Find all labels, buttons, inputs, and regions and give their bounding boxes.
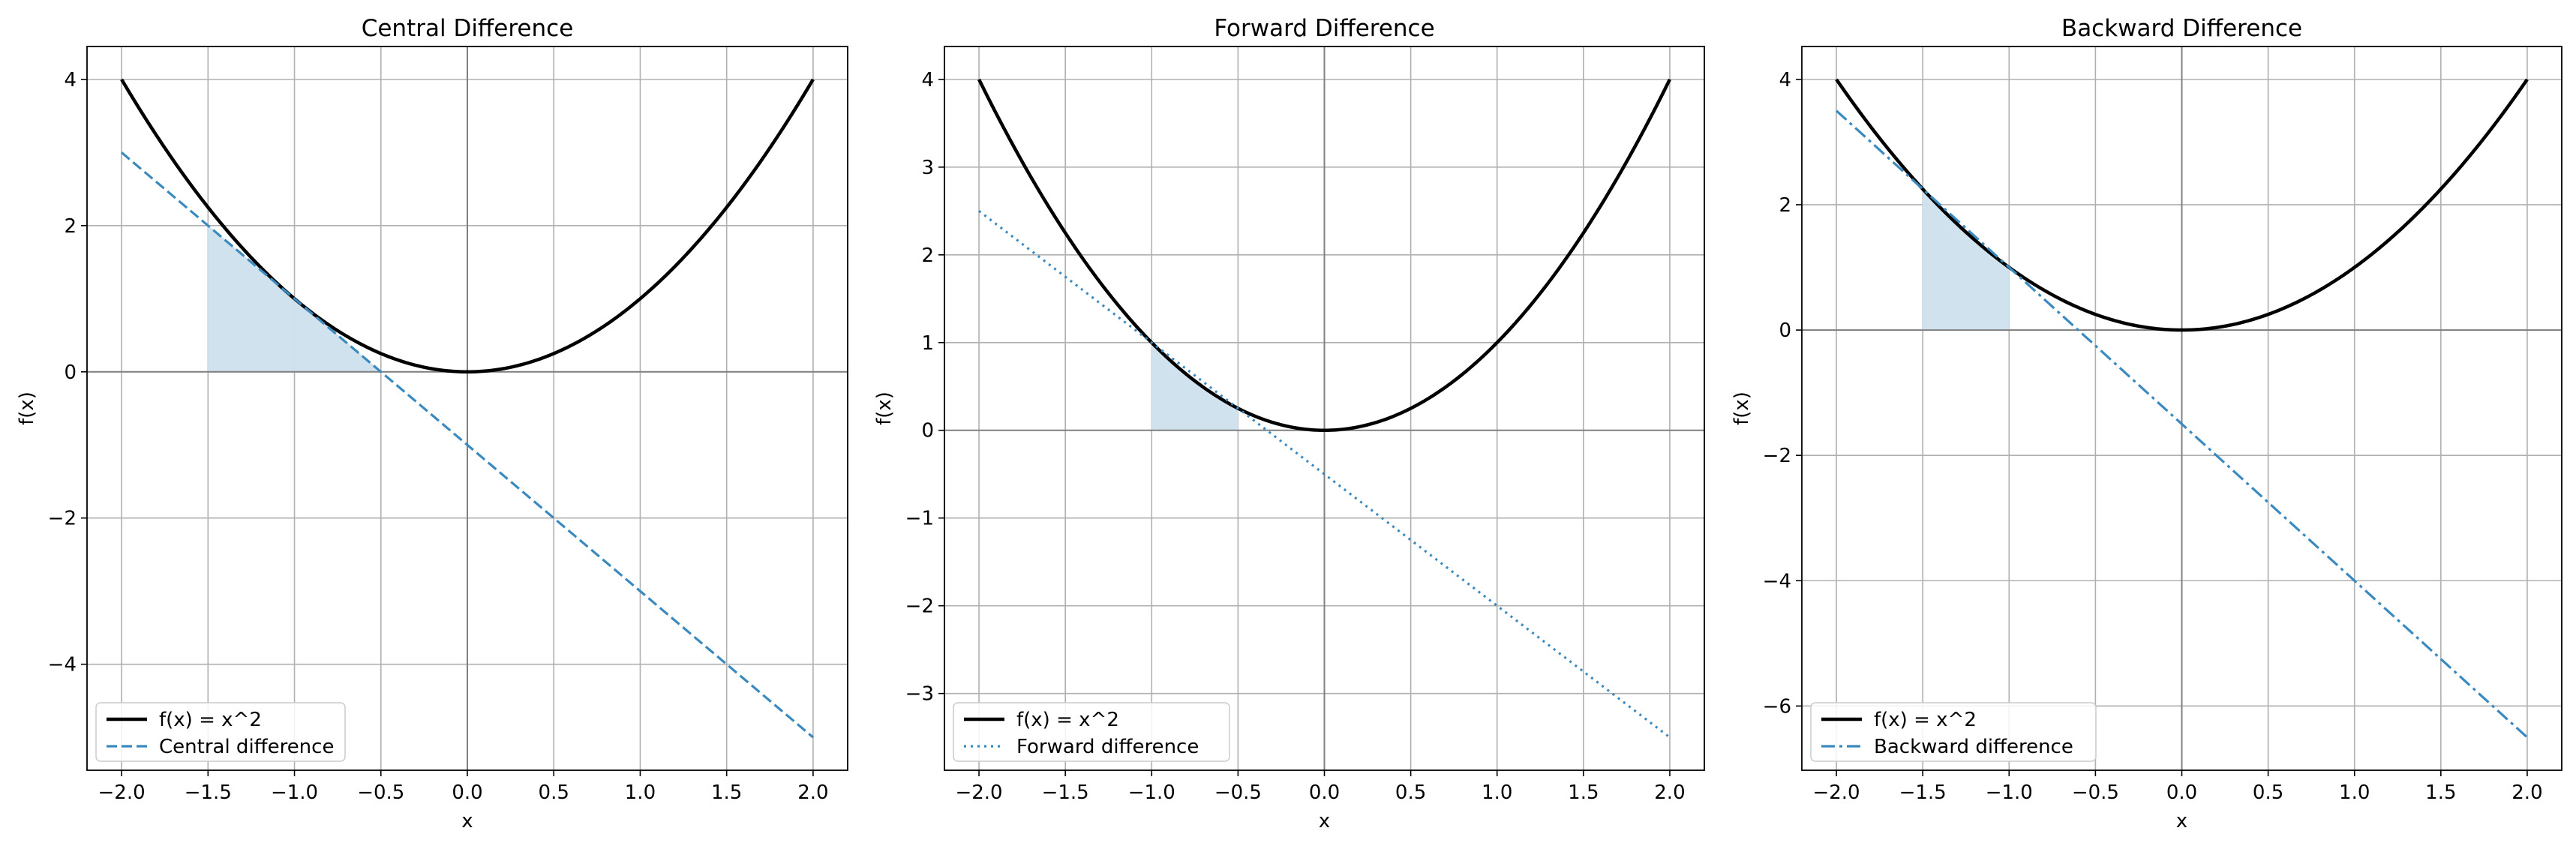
legend-label-approximation: Backward difference xyxy=(1874,736,2073,758)
y-tick-label-1: −2 xyxy=(905,596,934,618)
legend-box xyxy=(1810,702,2097,762)
x-tick-label-8: 2.0 xyxy=(1654,782,1685,804)
y-axis-label: f(x) xyxy=(1731,392,1753,425)
x-tick-label-0: −2.0 xyxy=(98,782,146,804)
x-tick-label-4: 0.0 xyxy=(452,782,482,804)
y-tick-label-1: −2 xyxy=(48,508,77,530)
legend-box xyxy=(953,702,1230,762)
y-tick-label-5: 2 xyxy=(921,244,934,267)
y-tick-label-3: 0 xyxy=(921,420,934,442)
x-tick-label-1: −1.5 xyxy=(185,782,232,804)
y-tick-label-6: 3 xyxy=(921,157,934,179)
x-tick-label-7: 1.5 xyxy=(711,782,742,804)
x-axis-label: x xyxy=(1319,810,1330,832)
y-tick-label-3: 0 xyxy=(1779,320,1791,342)
y-tick-label-2: −1 xyxy=(905,508,934,530)
chart-panel-2: −2.0 −1.5 −1.0 −0.5 0.0 0.5 1.0 1.5 2.0 −3 −2 −1 0 1 2… xyxy=(873,15,1705,832)
x-axis-label: x xyxy=(461,810,473,832)
x-tick-label-0: −2.0 xyxy=(1812,782,1860,804)
x-tick-label-5: 0.5 xyxy=(539,782,569,804)
x-tick-label-8: 2.0 xyxy=(2511,782,2542,804)
x-tick-label-7: 1.5 xyxy=(1568,782,1599,804)
y-tick-label-7: 4 xyxy=(921,69,934,92)
x-tick-label-4: 0.0 xyxy=(2166,782,2197,804)
legend-label-curve: f(x) = x^2 xyxy=(1874,709,1977,731)
y-tick-label-5: 4 xyxy=(1779,69,1791,92)
x-axis-label: x xyxy=(2176,810,2187,832)
x-tick-label-8: 2.0 xyxy=(797,782,828,804)
x-tick-label-1: −1.5 xyxy=(1899,782,1947,804)
x-tick-label-3: −0.5 xyxy=(357,782,404,804)
y-axis-label: f(x) xyxy=(16,392,38,425)
legend: f(x) = x^2 Backward difference xyxy=(1810,702,2097,762)
y-tick-label-2: −2 xyxy=(1763,445,1791,467)
x-tick-label-7: 1.5 xyxy=(2425,782,2456,804)
x-tick-label-1: −1.5 xyxy=(1042,782,1089,804)
y-tick-label-3: 2 xyxy=(64,215,77,238)
x-tick-label-5: 0.5 xyxy=(1395,782,1426,804)
chart-panel-3: −2.0 −1.5 −1.0 −0.5 0.0 0.5 1.0 1.5 2.0 −6 −4 −2 0 2 4… xyxy=(1731,15,2562,832)
series-line-curve xyxy=(1835,78,2529,332)
y-axis-label: f(x) xyxy=(873,392,896,425)
panel-title: Forward Difference xyxy=(1214,15,1434,42)
chart-panel-1: −2.0 −1.5 −1.0 −0.5 0.0 0.5 1.0 1.5 2.0 −4 −2 0 2 4 Ce… xyxy=(16,15,848,832)
x-tick-label-6: 1.0 xyxy=(625,782,656,804)
legend: f(x) = x^2 Forward difference xyxy=(953,702,1230,762)
x-tick-label-6: 1.0 xyxy=(1482,782,1512,804)
legend-label-approximation: Forward difference xyxy=(1016,736,1199,758)
x-tick-label-2: −1.0 xyxy=(1986,782,2033,804)
x-tick-label-4: 0.0 xyxy=(1309,782,1340,804)
legend-label-curve: f(x) = x^2 xyxy=(159,709,262,731)
legend: f(x) = x^2 Central difference xyxy=(95,702,346,762)
x-tick-label-5: 0.5 xyxy=(2253,782,2283,804)
y-tick-label-0: −4 xyxy=(48,654,77,676)
x-tick-label-2: −1.0 xyxy=(1128,782,1175,804)
y-tick-label-2: 0 xyxy=(64,362,77,384)
y-tick-label-4: 1 xyxy=(921,332,934,355)
x-tick-label-0: −2.0 xyxy=(955,782,1002,804)
series-line-approximation xyxy=(978,210,1671,739)
y-tick-label-1: −4 xyxy=(1763,570,1791,592)
x-tick-label-2: −1.0 xyxy=(271,782,318,804)
series-line-curve xyxy=(977,78,1671,432)
panel-title: Central Difference xyxy=(362,15,574,42)
y-tick-label-0: −6 xyxy=(1763,695,1791,718)
series-line-approximation xyxy=(121,152,814,739)
x-tick-label-3: −0.5 xyxy=(1214,782,1262,804)
legend-label-approximation: Central difference xyxy=(159,736,334,758)
y-tick-label-4: 2 xyxy=(1779,194,1791,217)
y-tick-label-0: −3 xyxy=(905,683,934,706)
x-tick-label-3: −0.5 xyxy=(2072,782,2119,804)
legend-box xyxy=(95,702,346,762)
panel-title: Backward Difference xyxy=(2061,15,2302,42)
y-tick-label-4: 4 xyxy=(64,69,77,92)
legend-label-curve: f(x) = x^2 xyxy=(1016,709,1119,731)
series-line-approximation xyxy=(1835,110,2529,739)
x-tick-label-6: 1.0 xyxy=(2339,782,2370,804)
series-line-curve xyxy=(120,78,815,374)
